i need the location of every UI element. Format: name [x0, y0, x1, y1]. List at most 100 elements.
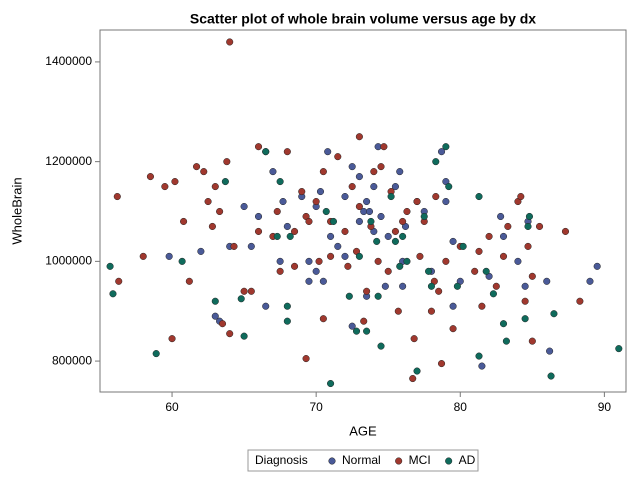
point: [475, 247, 483, 255]
point: [230, 242, 238, 250]
point: [221, 178, 229, 186]
point: [586, 277, 594, 285]
point: [305, 257, 313, 265]
point: [218, 320, 227, 328]
point: [273, 232, 281, 240]
point: [391, 237, 399, 245]
point: [322, 207, 330, 216]
point: [341, 227, 349, 235]
y-tick-label: 1200000: [45, 154, 92, 168]
point: [449, 325, 457, 333]
point: [240, 332, 248, 340]
point: [514, 257, 522, 265]
point: [432, 192, 440, 201]
point: [269, 168, 277, 176]
point: [298, 188, 306, 196]
point: [348, 183, 356, 191]
point: [409, 374, 417, 383]
point: [237, 295, 245, 303]
point: [286, 232, 294, 240]
point: [449, 302, 457, 310]
point: [290, 227, 299, 235]
point: [377, 212, 385, 221]
point: [384, 232, 392, 240]
point: [449, 237, 457, 245]
point: [373, 237, 381, 245]
x-tick-label: 80: [454, 400, 468, 414]
point: [374, 292, 382, 300]
point: [247, 242, 255, 250]
point: [316, 188, 325, 196]
point: [413, 197, 421, 206]
point: [324, 148, 332, 156]
legend-label: MCI: [409, 453, 431, 467]
point: [445, 183, 453, 191]
point: [528, 272, 536, 280]
legend-marker: [395, 457, 403, 465]
point: [319, 168, 327, 176]
point: [204, 197, 212, 206]
point: [327, 252, 335, 260]
point: [262, 148, 270, 156]
point: [302, 355, 310, 363]
point: [283, 317, 291, 325]
point: [363, 287, 371, 295]
point: [348, 163, 356, 171]
point: [211, 312, 219, 320]
point: [492, 282, 500, 290]
point: [208, 222, 216, 231]
point: [576, 297, 584, 305]
point: [524, 222, 532, 231]
point: [475, 352, 483, 360]
point: [550, 310, 558, 318]
y-tick-label: 1000000: [45, 254, 92, 268]
point: [489, 290, 497, 298]
point: [525, 212, 533, 221]
point: [502, 337, 510, 345]
point: [524, 242, 532, 250]
point: [216, 207, 224, 216]
point: [185, 277, 193, 285]
point: [211, 297, 219, 305]
point: [528, 337, 536, 345]
point: [499, 252, 508, 260]
point: [276, 178, 284, 186]
point: [377, 163, 385, 171]
point: [312, 197, 320, 206]
point: [416, 252, 424, 260]
point: [352, 327, 361, 335]
point: [341, 252, 349, 260]
point: [442, 197, 450, 206]
point: [396, 168, 404, 176]
point: [399, 217, 407, 226]
point: [319, 277, 327, 285]
point: [254, 212, 263, 221]
x-tick-label: 70: [309, 400, 323, 414]
point: [334, 153, 342, 161]
point: [381, 282, 389, 290]
point: [435, 287, 443, 295]
point: [437, 360, 446, 368]
point: [345, 292, 353, 300]
x-axis-label: AGE: [349, 423, 377, 438]
point: [106, 262, 114, 270]
point: [283, 302, 291, 310]
legend-marker: [328, 457, 336, 465]
point: [427, 307, 436, 315]
point: [254, 227, 263, 235]
point: [200, 168, 208, 176]
point: [485, 232, 493, 240]
point: [146, 173, 154, 181]
point: [180, 217, 188, 226]
point: [211, 183, 219, 191]
point: [593, 262, 601, 270]
point: [276, 267, 284, 275]
point: [380, 143, 388, 151]
point: [391, 183, 399, 191]
y-axis-label: WholeBrain: [9, 177, 24, 244]
point: [305, 217, 313, 226]
point: [115, 277, 123, 285]
point: [391, 227, 399, 235]
point: [113, 192, 121, 201]
